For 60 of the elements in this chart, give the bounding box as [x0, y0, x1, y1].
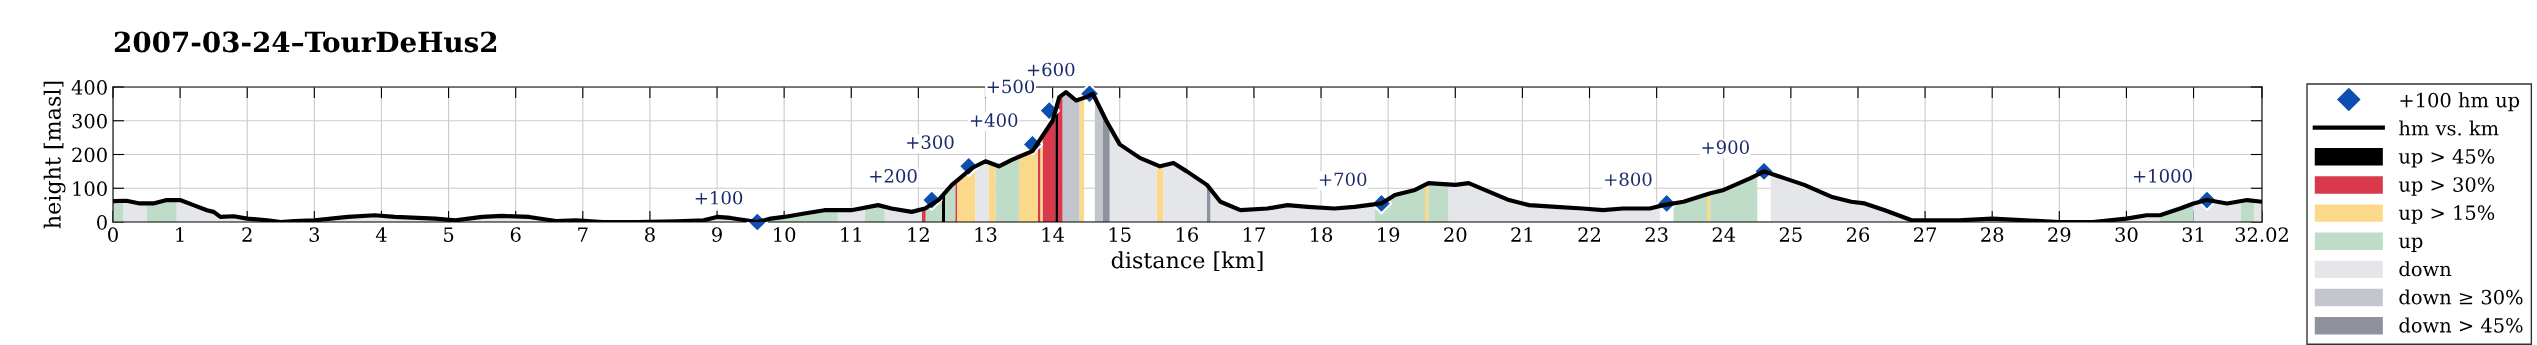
x-tick-label: 11 — [841, 227, 861, 242]
x-tick-label: 32.02 — [2235, 227, 2288, 242]
x-tick-label: 4 — [375, 227, 387, 242]
legend-label: down > 45% — [2399, 317, 2523, 333]
x-tick-label: 14 — [1042, 227, 1064, 242]
x-tick-label: 9 — [712, 227, 722, 242]
x-tick-label: 13 — [975, 227, 997, 242]
x-tick-label: 7 — [578, 227, 588, 242]
x-tick-label: 27 — [1914, 227, 1937, 242]
legend-label: hm vs. km — [2399, 120, 2499, 136]
chart-title: 2007-03-24–TourDeHus2 — [114, 31, 497, 53]
annotation: +200 — [870, 169, 917, 183]
x-tick-label: 15 — [1109, 227, 1131, 242]
x-tick-label: 28 — [1981, 227, 2004, 242]
x-tick-label: 19 — [1378, 227, 1400, 242]
x-tick-label: 1 — [176, 227, 184, 242]
legend-label: up > 15% — [2398, 205, 2495, 224]
x-tick-label: 12 — [908, 227, 929, 242]
legend-label: +100 hm up — [2400, 92, 2520, 112]
annotation: +100 — [695, 190, 743, 205]
legend-label: down — [2399, 261, 2452, 277]
x-tick-label: 18 — [1311, 227, 1333, 242]
x-tick-label: 16 — [1176, 227, 1198, 242]
x-tick-label: 2 — [242, 227, 252, 242]
legend-label: up > 30% — [2398, 177, 2495, 196]
y-tick-label: 100 — [73, 181, 107, 196]
x-tick-label: 10 — [774, 227, 796, 242]
annotation: +900 — [1702, 140, 1749, 154]
y-tick-label: 200 — [72, 147, 107, 163]
y-axis-title: height [masl] — [43, 81, 66, 229]
x-tick-label: 24 — [1712, 227, 1736, 242]
x-tick-label: 29 — [2048, 227, 2071, 242]
annotation: +400 — [970, 113, 1018, 127]
x-tick-label: 8 — [645, 227, 655, 242]
x-tick-label: 3 — [309, 227, 320, 242]
legend-label: up > 45% — [2398, 149, 2495, 168]
x-tick-label: 26 — [1846, 227, 1870, 242]
annotation: +800 — [1605, 172, 1652, 187]
x-tick-label: 0 — [108, 227, 118, 242]
annotation: +1000 — [2133, 169, 2192, 183]
annotation: +700 — [1319, 172, 1367, 187]
legend-label: up — [2398, 237, 2423, 252]
x-tick-label: 6 — [510, 227, 521, 242]
x-tick-label: 31 — [2182, 227, 2204, 242]
x-tick-label: 30 — [2115, 227, 2138, 242]
x-tick-label: 5 — [444, 227, 454, 242]
x-tick-label: 21 — [1511, 227, 1533, 242]
y-tick-label: 300 — [72, 113, 107, 129]
x-tick-label: 22 — [1578, 227, 1600, 242]
x-tick-label: 20 — [1444, 227, 1467, 242]
x-tick-label: 25 — [1779, 227, 1802, 242]
annotation: +500 — [987, 79, 1035, 94]
x-tick-label: 17 — [1243, 227, 1265, 242]
y-tick-label: 0 — [97, 214, 107, 230]
legend-label: down ≥ 30% — [2399, 289, 2523, 305]
x-axis-title: distance [km] — [1111, 251, 1263, 272]
annotation: +600 — [1027, 62, 1075, 77]
x-tick-label: 23 — [1645, 227, 1668, 242]
y-tick-label: 400 — [71, 79, 107, 95]
annotation: +300 — [907, 135, 954, 149]
